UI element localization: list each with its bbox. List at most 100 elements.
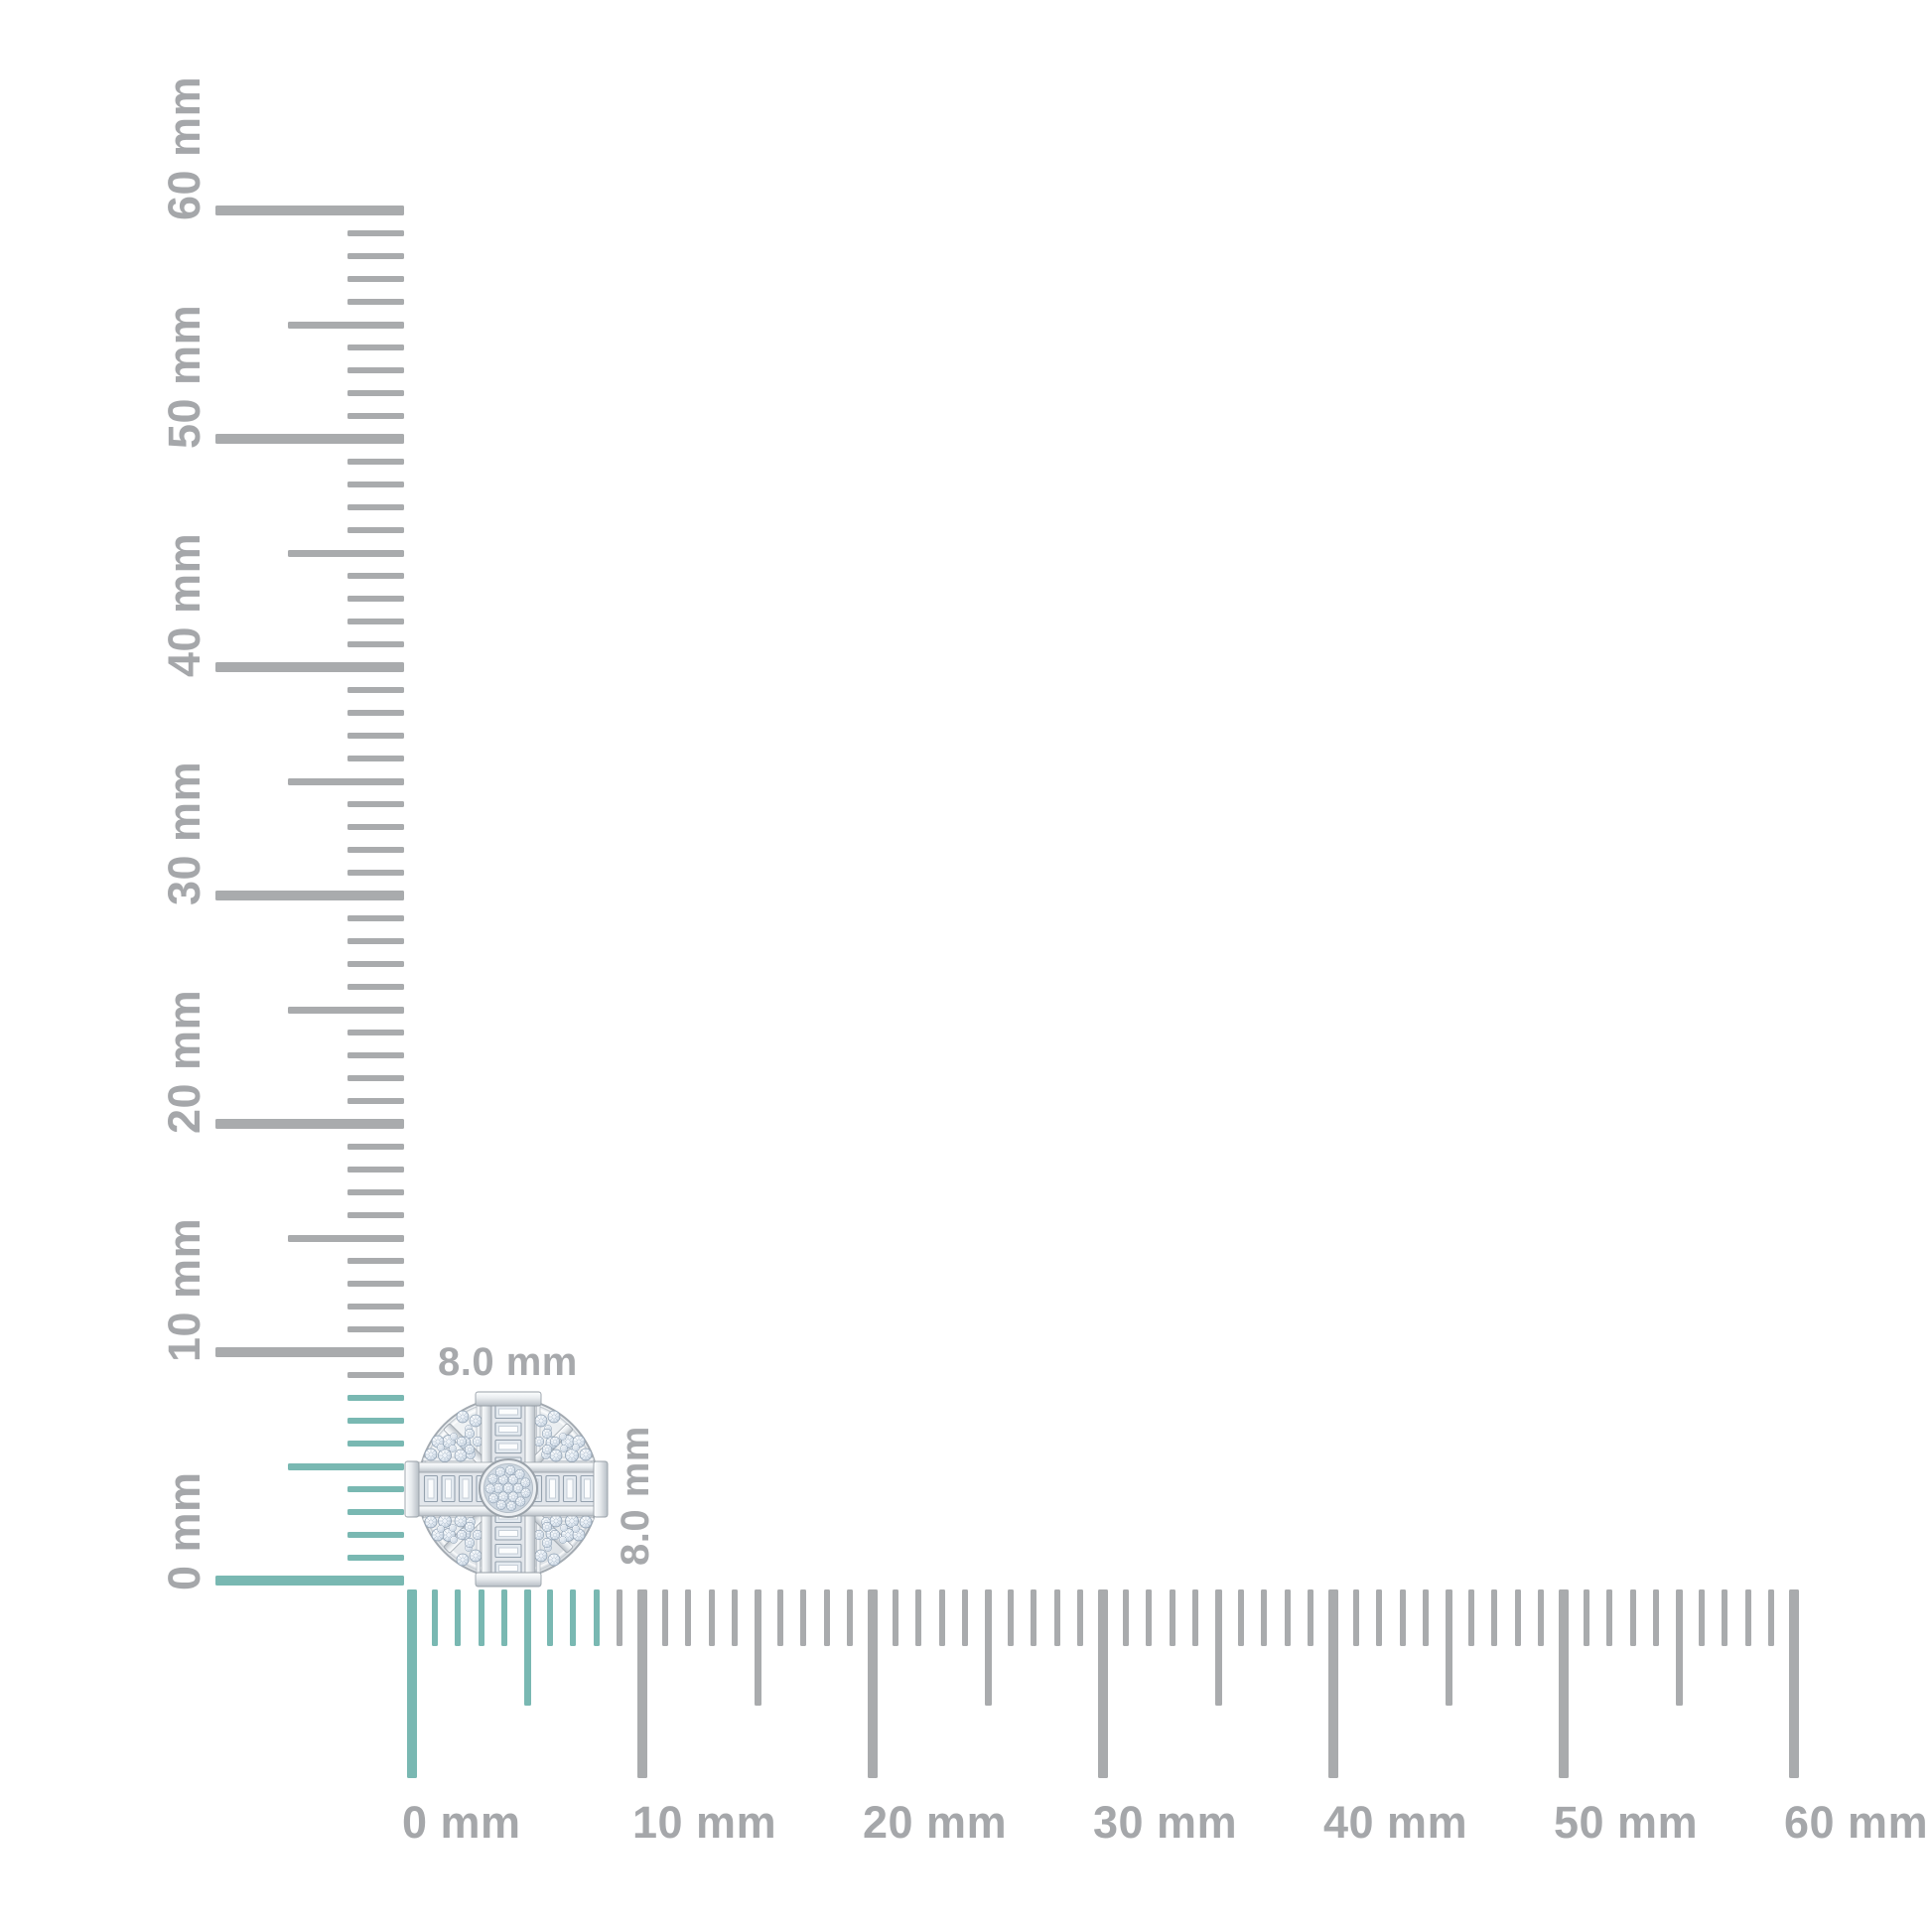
vertical-ruler-minor-tick-34mm [347, 801, 404, 807]
horizontal-ruler-major-tick-60mm [1789, 1589, 1799, 1778]
horizontal-ruler-minor-tick-57mm [1722, 1589, 1728, 1646]
horizontal-ruler-minor-tick-32mm [1146, 1589, 1153, 1646]
vertical-ruler-major-tick-20mm [215, 1119, 404, 1129]
horizontal-ruler-label-10mm: 10 mm [632, 1797, 777, 1848]
horizontal-ruler-minor-tick-11mm [662, 1589, 669, 1646]
horizontal-ruler-minor-tick-37mm [1261, 1589, 1268, 1646]
vertical-ruler-minor-tick-43mm [347, 596, 404, 602]
horizontal-ruler-major-tick-40mm [1328, 1589, 1338, 1778]
vertical-ruler-minor-tick-22mm [347, 1075, 404, 1081]
vertical-ruler-minor-tick-49mm [347, 459, 404, 465]
vertical-ruler-minor-tick-11mm [347, 1326, 404, 1332]
horizontal-ruler-major-tick-50mm [1559, 1589, 1569, 1778]
horizontal-ruler-minor-tick-8mm [593, 1589, 600, 1646]
horizontal-ruler-minor-tick-1mm [432, 1589, 439, 1646]
vertical-ruler-medium-tick-25mm [288, 1006, 404, 1014]
horizontal-ruler-minor-tick-48mm [1514, 1589, 1521, 1646]
vertical-ruler-medium-tick-5mm [288, 1462, 404, 1470]
vertical-ruler-minor-tick-31mm [347, 870, 404, 876]
vertical-ruler-major-tick-0mm [215, 1576, 404, 1586]
horizontal-ruler-medium-tick-55mm [1675, 1589, 1683, 1706]
horizontal-ruler-minor-tick-33mm [1169, 1589, 1175, 1646]
horizontal-ruler-label-60mm: 60 mm [1784, 1797, 1929, 1848]
horizontal-ruler-minor-tick-53mm [1629, 1589, 1636, 1646]
vertical-ruler-minor-tick-8mm [347, 1395, 404, 1401]
horizontal-ruler-minor-tick-24mm [961, 1589, 968, 1646]
vertical-ruler-minor-tick-37mm [347, 733, 404, 739]
horizontal-ruler-label-0mm: 0 mm [402, 1797, 521, 1848]
horizontal-ruler-minor-tick-39mm [1307, 1589, 1313, 1646]
vertical-ruler-minor-tick-21mm [347, 1098, 404, 1104]
horizontal-ruler-minor-tick-52mm [1606, 1589, 1613, 1646]
horizontal-ruler-minor-tick-36mm [1238, 1589, 1245, 1646]
horizontal-ruler-minor-tick-21mm [893, 1589, 899, 1646]
horizontal-ruler-minor-tick-59mm [1767, 1589, 1774, 1646]
horizontal-ruler-minor-tick-58mm [1744, 1589, 1751, 1646]
horizontal-ruler-major-tick-10mm [637, 1589, 647, 1778]
product-width-label: 8.0 mm [438, 1340, 578, 1384]
vertical-ruler-minor-tick-18mm [347, 1167, 404, 1173]
horizontal-ruler-medium-tick-25mm [984, 1589, 992, 1706]
vertical-ruler-minor-tick-3mm [347, 1509, 404, 1515]
horizontal-ruler-minor-tick-26mm [1008, 1589, 1015, 1646]
horizontal-ruler-minor-tick-6mm [547, 1589, 554, 1646]
horizontal-ruler-label-30mm: 30 mm [1093, 1797, 1238, 1848]
vertical-ruler-minor-tick-6mm [347, 1441, 404, 1447]
vertical-ruler-minor-tick-39mm [347, 687, 404, 693]
vertical-ruler-minor-tick-14mm [347, 1258, 404, 1264]
horizontal-ruler-minor-tick-29mm [1076, 1589, 1083, 1646]
horizontal-ruler-minor-tick-49mm [1537, 1589, 1544, 1646]
vertical-ruler-minor-tick-56mm [347, 299, 404, 305]
vertical-ruler-minor-tick-12mm [347, 1304, 404, 1310]
horizontal-ruler-minor-tick-46mm [1468, 1589, 1475, 1646]
horizontal-ruler-minor-tick-16mm [777, 1589, 784, 1646]
vertical-ruler-medium-tick-45mm [288, 549, 404, 557]
vertical-ruler-minor-tick-17mm [347, 1189, 404, 1195]
horizontal-ruler-minor-tick-44mm [1422, 1589, 1429, 1646]
vertical-ruler-minor-tick-16mm [347, 1212, 404, 1218]
center-cluster [479, 1458, 538, 1518]
horizontal-ruler-minor-tick-31mm [1123, 1589, 1130, 1646]
horizontal-ruler-minor-tick-54mm [1652, 1589, 1659, 1646]
vertical-ruler-minor-tick-47mm [347, 504, 404, 510]
vertical-ruler-minor-tick-51mm [347, 413, 404, 419]
horizontal-ruler-minor-tick-51mm [1584, 1589, 1590, 1646]
horizontal-ruler-minor-tick-13mm [708, 1589, 715, 1646]
vertical-ruler-minor-tick-9mm [347, 1372, 404, 1378]
vertical-ruler-medium-tick-35mm [288, 777, 404, 785]
vertical-ruler-minor-tick-46mm [347, 527, 404, 533]
vertical-ruler-minor-tick-54mm [347, 345, 404, 350]
vertical-ruler-minor-tick-38mm [347, 710, 404, 716]
horizontal-ruler-minor-tick-2mm [455, 1589, 462, 1646]
vertical-ruler-minor-tick-2mm [347, 1532, 404, 1538]
vertical-ruler-minor-tick-27mm [347, 961, 404, 967]
vertical-ruler-major-tick-40mm [215, 662, 404, 672]
vertical-ruler-minor-tick-48mm [347, 482, 404, 487]
vertical-ruler-minor-tick-1mm [347, 1555, 404, 1561]
vertical-ruler-major-tick-50mm [215, 434, 404, 444]
vertical-ruler-minor-tick-33mm [347, 824, 404, 830]
vertical-ruler-minor-tick-26mm [347, 984, 404, 990]
horizontal-ruler-minor-tick-43mm [1399, 1589, 1406, 1646]
vertical-ruler-label-60mm: 60 mm [159, 75, 209, 220]
horizontal-ruler-minor-tick-19mm [846, 1589, 853, 1646]
vertical-ruler-minor-tick-13mm [347, 1281, 404, 1287]
horizontal-ruler-minor-tick-41mm [1353, 1589, 1360, 1646]
horizontal-ruler-minor-tick-14mm [731, 1589, 738, 1646]
horizontal-ruler-major-tick-20mm [868, 1589, 878, 1778]
vertical-ruler-minor-tick-53mm [347, 367, 404, 373]
horizontal-ruler-medium-tick-5mm [523, 1589, 531, 1706]
vertical-ruler-minor-tick-58mm [347, 253, 404, 259]
vertical-ruler-minor-tick-36mm [347, 756, 404, 761]
horizontal-ruler-minor-tick-38mm [1284, 1589, 1291, 1646]
vertical-ruler-minor-tick-19mm [347, 1144, 404, 1150]
horizontal-ruler-minor-tick-12mm [685, 1589, 692, 1646]
vertical-ruler-label-0mm: 0 mm [159, 1471, 209, 1590]
vertical-ruler-minor-tick-29mm [347, 915, 404, 921]
horizontal-ruler-minor-tick-17mm [800, 1589, 807, 1646]
horizontal-ruler-medium-tick-45mm [1445, 1589, 1452, 1706]
vertical-ruler-minor-tick-24mm [347, 1030, 404, 1035]
product-image [404, 1391, 609, 1587]
vertical-ruler-major-tick-10mm [215, 1347, 404, 1357]
